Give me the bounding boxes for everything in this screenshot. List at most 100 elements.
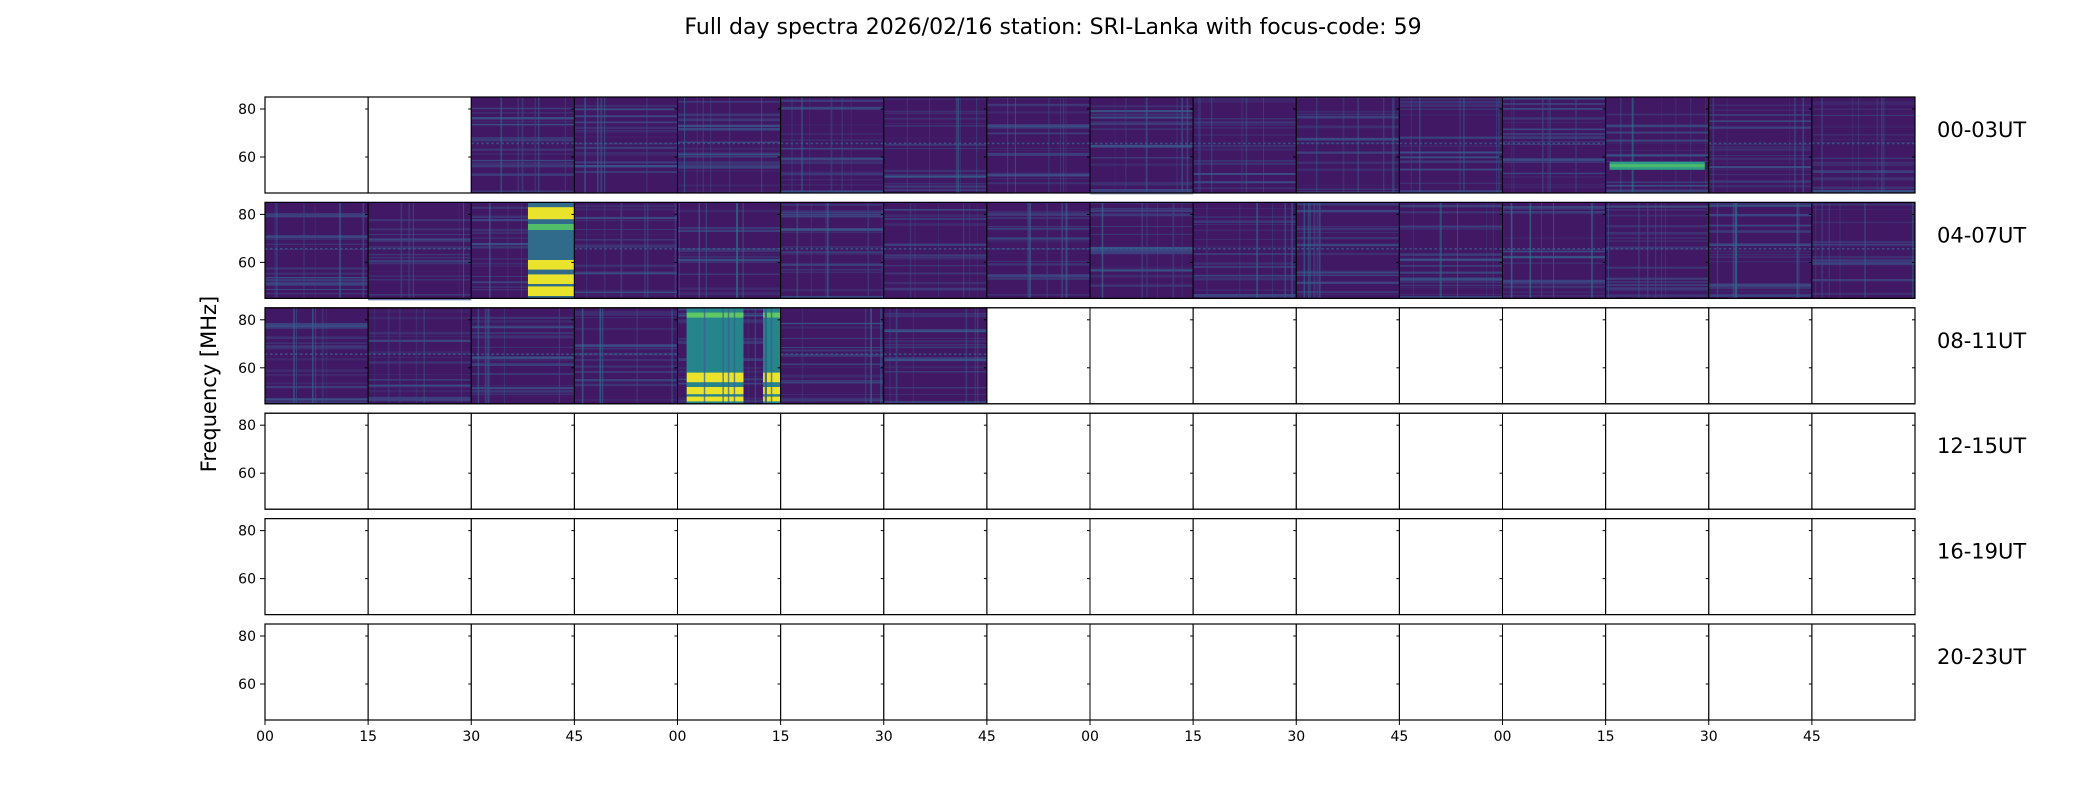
panel-frame — [1089, 307, 1194, 405]
spectrum-panel — [573, 96, 678, 194]
x-tick-label: 45 — [1803, 729, 1821, 745]
spectrum-panel — [264, 96, 369, 194]
spectrum-panel — [1502, 518, 1607, 616]
panel-frame — [1708, 623, 1813, 721]
x-tick-label: 30 — [1287, 729, 1305, 745]
spectrum-panel — [367, 307, 472, 405]
x-tick-label: 30 — [1700, 729, 1718, 745]
y-tick-label: 80 — [238, 102, 256, 118]
spectrum-panel — [883, 96, 988, 194]
panel-frame — [883, 623, 988, 721]
spectra-row: 80 60 20-23UT — [238, 623, 2026, 721]
y-tick-label: 60 — [238, 466, 256, 482]
y-tick-label: 60 — [238, 150, 256, 166]
y-axis-label: Frequency [MHz] — [197, 296, 221, 472]
spectrum-panel — [264, 412, 369, 510]
x-axis: 00 15 30 45 00 15 30 45 00 15 30 45 00 15 30 45 — [256, 720, 1821, 745]
x-tick-label: 45 — [1390, 729, 1408, 745]
panel-frame — [1295, 307, 1400, 405]
row-frame — [264, 96, 1916, 194]
spectrum-panel — [264, 623, 369, 721]
spectrum-panel — [264, 518, 369, 616]
spectrum-panel — [470, 518, 575, 616]
y-tick-label: 80 — [238, 313, 256, 329]
panel-frame — [1089, 518, 1194, 616]
panel-frame — [1811, 412, 1916, 510]
spectrum-panel — [986, 518, 1091, 616]
spectrum-panel — [1398, 307, 1503, 405]
panel-frame — [986, 623, 1091, 721]
panel-frame — [367, 518, 472, 616]
spectrum-panel — [1089, 518, 1194, 616]
y-tick-label: 60 — [238, 572, 256, 588]
spectrum-panel — [1295, 518, 1400, 616]
spectrum-panel — [1502, 201, 1607, 299]
panel-frame — [1502, 307, 1607, 405]
panel-frame — [1398, 623, 1503, 721]
spectrum-panel — [1708, 623, 1813, 721]
spectrum-panel — [264, 307, 369, 405]
panel-frame — [1708, 307, 1813, 405]
panel-frame — [1502, 623, 1607, 721]
panel-frame — [1192, 412, 1297, 510]
spectrum-panel — [883, 412, 988, 510]
panel-frame — [1605, 307, 1710, 405]
x-tick-label: 00 — [669, 729, 687, 745]
panel-frame — [1502, 518, 1607, 616]
panel-frame — [264, 623, 369, 721]
panel-frame — [1605, 412, 1710, 510]
spectrum-panel — [986, 623, 1091, 721]
spectrum-panel — [1398, 518, 1503, 616]
spectrum-panel — [1398, 201, 1503, 299]
panel-frame — [1089, 412, 1194, 510]
panel-frame — [1398, 518, 1503, 616]
spectrum-panel — [883, 623, 988, 721]
panel-frame — [573, 412, 678, 510]
spectrum-panel — [986, 96, 1091, 194]
spectrum-panel — [264, 201, 369, 299]
spectrum-panel — [883, 307, 988, 405]
spectrum-panel — [470, 623, 575, 721]
spectrum-panel — [1089, 412, 1194, 510]
spectrum-panel — [986, 412, 1091, 510]
spectrum-panel — [1605, 412, 1710, 510]
spectrum-panel — [677, 201, 782, 299]
spectrum-panel — [573, 307, 678, 405]
row-frame — [264, 201, 1916, 299]
spectrum-panel — [1811, 623, 1916, 721]
spectrum-panel — [1708, 96, 1813, 194]
panel-frame — [470, 518, 575, 616]
spectrum-panel — [780, 518, 885, 616]
spectrum-panel — [1398, 96, 1503, 194]
spectrum-panel — [367, 623, 472, 721]
spectra-row: 80 60 12-15UT — [238, 412, 2026, 510]
spectrum-panel — [573, 623, 678, 721]
spectrum-panel — [367, 96, 472, 194]
spectrum-panel — [573, 518, 678, 616]
panel-frame — [1295, 412, 1400, 510]
spectrum-panel — [1192, 201, 1297, 299]
spectra-rows: 80 60 00-03UT 80 60 04-07UT 80 60 08-11UT 80 60 12-… — [238, 96, 2026, 721]
spectrum-panel — [1605, 518, 1710, 616]
spectrum-panel — [1708, 412, 1813, 510]
panel-frame — [883, 518, 988, 616]
spectrum-panel — [1295, 307, 1400, 405]
spectrum-panel — [1295, 96, 1400, 194]
spectrum-panel — [1398, 623, 1503, 721]
spectrum-panel — [1605, 623, 1710, 721]
spectrum-panel — [677, 518, 782, 616]
spectrum-panel — [1192, 412, 1297, 510]
spectrum-panel — [1708, 518, 1813, 616]
row-frame — [264, 307, 1916, 405]
row-label: 20-23UT — [1937, 645, 2026, 669]
panel-frame — [1811, 518, 1916, 616]
spectrum-panel — [677, 412, 782, 510]
spectrum-panel — [1811, 307, 1916, 405]
panel-frame — [1192, 518, 1297, 616]
spectrum-panel — [1398, 412, 1503, 510]
spectrum-panel — [1089, 307, 1194, 405]
x-tick-label: 00 — [1494, 729, 1512, 745]
panel-frame — [883, 412, 988, 510]
x-tick-label: 15 — [1184, 729, 1202, 745]
